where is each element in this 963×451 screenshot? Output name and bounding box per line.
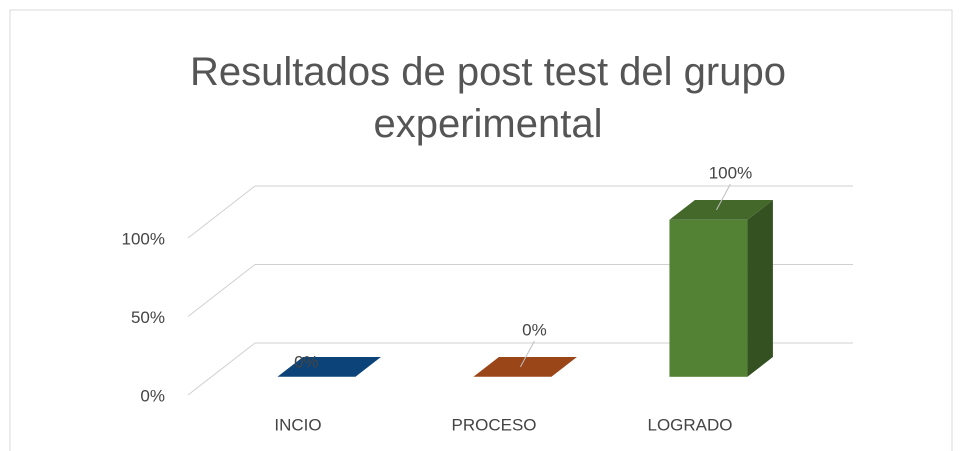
x-tick-label: LOGRADO xyxy=(647,415,732,434)
value-label: 0% xyxy=(522,321,547,340)
grid-line xyxy=(187,264,256,317)
bar-top xyxy=(473,357,577,377)
value-label: 100% xyxy=(709,164,752,183)
bar-top xyxy=(669,200,773,220)
chart-border xyxy=(9,9,953,451)
leader-line xyxy=(520,340,535,368)
x-tick-label: INCIO xyxy=(274,415,321,434)
bar-front xyxy=(669,219,748,377)
grid-line xyxy=(187,185,256,239)
value-label: 0% xyxy=(294,352,319,371)
bar-top xyxy=(277,357,381,377)
chart-title: Resultados de post test del grupo experi… xyxy=(190,50,786,146)
x-tick-label: PROCESO xyxy=(451,415,536,434)
y-tick-label: 0% xyxy=(140,386,165,405)
grid-line xyxy=(187,342,256,396)
leader-line xyxy=(716,183,731,211)
bar-side xyxy=(747,200,773,377)
y-tick-label: 100% xyxy=(122,229,165,248)
y-tick-label: 50% xyxy=(131,308,165,327)
